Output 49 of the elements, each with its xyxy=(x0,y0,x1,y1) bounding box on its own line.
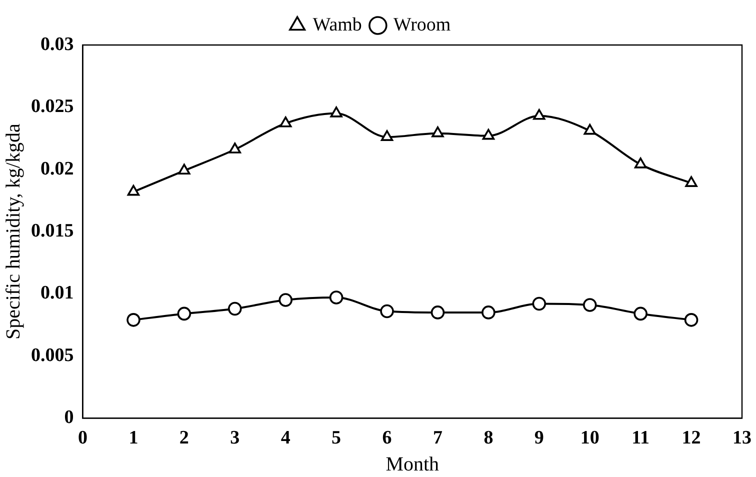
x-axis-title: Month xyxy=(386,453,440,476)
point xyxy=(380,130,394,141)
x-tick-label: 7 xyxy=(432,428,443,449)
x-tick-label: 4 xyxy=(280,428,291,449)
point xyxy=(533,109,546,120)
y-tick-label: 0.025 xyxy=(31,96,74,118)
y-tick-label: 0.01 xyxy=(40,282,74,304)
y-tick-label: 0 xyxy=(64,407,74,428)
point xyxy=(482,306,496,320)
x-tick-label: 3 xyxy=(230,428,240,449)
point xyxy=(330,106,342,118)
point xyxy=(280,116,292,128)
x-tick-label: 10 xyxy=(580,428,600,449)
y-tick-label: 0.005 xyxy=(31,344,74,366)
point xyxy=(380,304,394,318)
x-tick-label: 2 xyxy=(179,428,189,449)
x-tick-label: 13 xyxy=(732,428,752,449)
point xyxy=(532,296,546,311)
point xyxy=(584,124,596,135)
point xyxy=(582,298,597,312)
point xyxy=(329,290,344,304)
point xyxy=(278,293,292,307)
point xyxy=(432,126,444,138)
y-tick-label: 0.015 xyxy=(31,220,74,242)
point xyxy=(228,302,242,316)
point xyxy=(127,184,140,196)
point xyxy=(482,128,495,140)
x-tick-label: 9 xyxy=(534,428,544,449)
y-tick-label: 0.03 xyxy=(40,34,74,55)
legend-label: Wroom xyxy=(393,14,451,36)
point xyxy=(684,313,698,327)
x-tick-label: 6 xyxy=(382,428,392,449)
x-tick-label: 11 xyxy=(632,428,650,449)
point xyxy=(178,164,190,175)
point xyxy=(685,176,698,187)
x-tick-label: 5 xyxy=(332,428,342,449)
point xyxy=(634,158,647,168)
x-tick-label: 1 xyxy=(128,428,138,449)
legend-label: Wamb xyxy=(312,14,362,36)
y-tick-label: 0.02 xyxy=(40,158,74,180)
point xyxy=(228,142,241,154)
point xyxy=(634,306,648,321)
x-tick-label: 12 xyxy=(682,428,701,449)
point xyxy=(126,313,140,327)
x-tick-label: 0 xyxy=(78,428,88,449)
point xyxy=(177,306,192,321)
y-axis-title: Specific humidity, kg/kgda xyxy=(2,124,24,340)
point xyxy=(430,306,445,320)
x-tick-label: 8 xyxy=(484,428,494,449)
